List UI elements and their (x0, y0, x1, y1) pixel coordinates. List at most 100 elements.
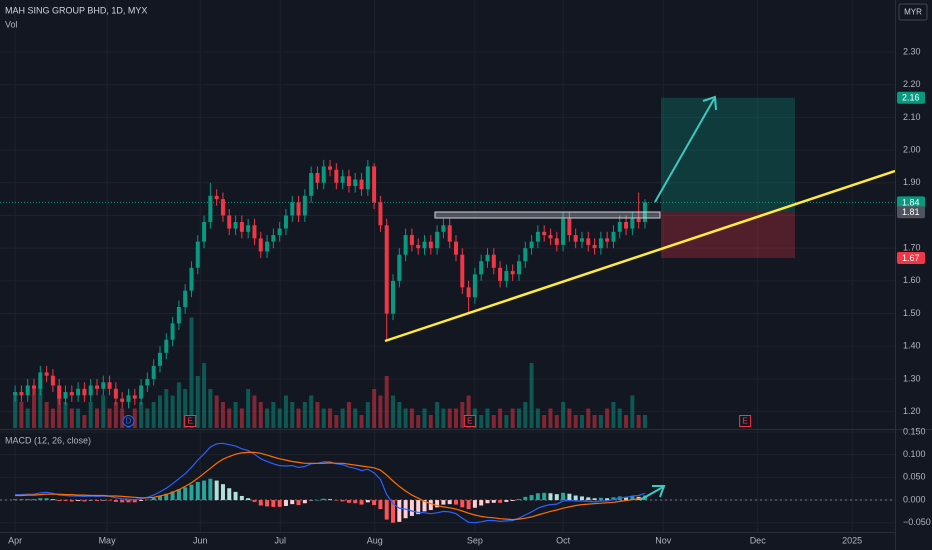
macd-histogram-bar (504, 500, 509, 502)
macd-histogram-bar (378, 500, 383, 510)
macd-histogram-bar (309, 500, 314, 501)
resistance-zone (434, 211, 661, 219)
candle-body (561, 218, 566, 245)
candle-body (202, 222, 207, 242)
candle-body (472, 274, 477, 298)
candle-body (113, 388, 118, 399)
candle-body (535, 231, 540, 242)
macd-histogram-bar (183, 487, 188, 501)
volume-bar (309, 395, 314, 428)
candle-body (132, 395, 137, 399)
macd-tick-label: 0.000 (903, 494, 926, 504)
event-marker (739, 415, 752, 427)
macd-histogram-bar (498, 500, 503, 503)
volume-bar (157, 395, 162, 428)
chart-title: MAH SING GROUP BHD, 1D, MYX (5, 5, 147, 15)
volume-bar (359, 415, 364, 428)
macd-histogram-bar (624, 496, 629, 501)
candle-body (290, 202, 295, 216)
volume-bar (164, 389, 169, 428)
candle-body (403, 235, 408, 255)
macd-histogram-bar (145, 499, 150, 501)
price-badge-label: 2.16 (902, 93, 920, 103)
currency-label: MYR (904, 8, 922, 17)
macd-histogram-bar (592, 498, 597, 501)
candle-body (460, 254, 465, 288)
volume-bar (88, 402, 93, 428)
macd-histogram-bar (126, 500, 131, 503)
macd-histogram-bar (460, 500, 465, 508)
price-badge (897, 91, 925, 104)
candle-body (611, 231, 616, 242)
macd-histogram-bar (605, 498, 610, 501)
volume-bar (302, 402, 307, 428)
candle-body (523, 248, 528, 262)
volume-bar (485, 408, 490, 428)
volume-bar (435, 402, 440, 428)
volume-bar (428, 415, 433, 428)
candle-body (328, 166, 333, 170)
candle-body (548, 235, 553, 239)
volume-bar (334, 415, 339, 428)
macd-histogram-bar (239, 495, 244, 501)
macd-histogram-bar (76, 500, 81, 501)
macd-histogram-bar (340, 500, 345, 502)
macd-tick-label: 0.100 (903, 449, 926, 459)
macd-histogram-bar (529, 495, 534, 501)
volume-bar (183, 389, 188, 428)
event-label: E (467, 417, 472, 426)
macd-histogram-bar (258, 500, 263, 506)
macd-histogram-bar (88, 500, 93, 501)
candle-body (25, 385, 30, 396)
candle-body (485, 254, 490, 262)
candle-body (145, 378, 150, 386)
macd-histogram-bar (542, 492, 547, 501)
candle-body (258, 238, 263, 252)
volume-bar (409, 408, 414, 428)
macd-histogram-bar (447, 500, 452, 505)
candle-body (214, 195, 219, 200)
macd-histogram-bar (19, 499, 24, 501)
candle-body (321, 166, 326, 183)
x-tick-label: May (99, 535, 117, 545)
volume-bar (617, 408, 622, 428)
volume-bar (510, 408, 515, 428)
candle-body (176, 307, 181, 324)
macd-histogram-bar (454, 500, 459, 505)
candle-body (252, 225, 257, 239)
macd-histogram-bar (516, 499, 521, 501)
volume-bar (283, 395, 288, 428)
candle-body (170, 323, 175, 340)
macd-histogram-bar (372, 500, 377, 506)
macd-histogram-bar (523, 496, 528, 501)
candle-body (636, 218, 641, 223)
signal-line (15, 451, 646, 521)
candle-body (82, 388, 87, 396)
volume-bar (170, 395, 175, 428)
volume-bar (32, 389, 37, 428)
y-tick-label: 1.20 (903, 406, 921, 416)
macd-histogram-bar (598, 497, 603, 501)
x-tick-label: Sep (467, 535, 483, 545)
macd-histogram-bar (107, 500, 112, 501)
volume-bar (523, 402, 528, 428)
macd-histogram-bar (510, 500, 515, 501)
x-tick-label: Apr (8, 535, 22, 545)
macd-histogram-bar (13, 499, 18, 501)
macd-histogram-bar (157, 495, 162, 501)
volume-bar (586, 408, 591, 428)
candle-body (157, 352, 162, 366)
y-tick-label: 1.40 (903, 341, 921, 351)
candle-body (391, 280, 396, 314)
macd-tick-label: 0.050 (903, 472, 926, 482)
price-badge (897, 251, 925, 264)
volume-bar (460, 402, 465, 428)
candle-body (454, 241, 459, 255)
candle-body (94, 385, 99, 389)
volume-bar (403, 408, 408, 428)
currency-box[interactable] (898, 3, 928, 21)
volume-bar (145, 408, 150, 428)
price-badge (897, 206, 925, 219)
candle-body (107, 382, 112, 389)
candle-body (139, 385, 144, 399)
